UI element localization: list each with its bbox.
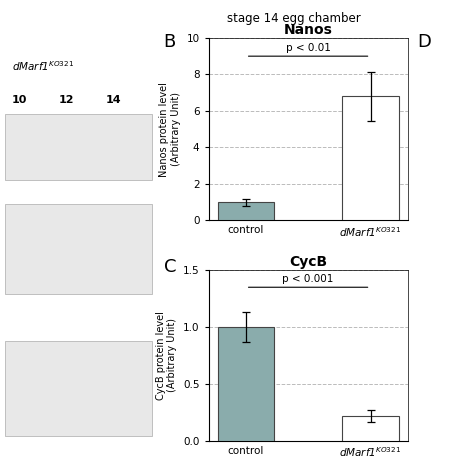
- Text: p < 0.001: p < 0.001: [283, 274, 334, 284]
- Text: B: B: [164, 33, 176, 51]
- Title: CycB: CycB: [289, 255, 327, 269]
- Bar: [218, 327, 274, 441]
- Text: 12: 12: [59, 94, 74, 105]
- Bar: [342, 96, 399, 220]
- Text: 10: 10: [11, 94, 27, 105]
- Text: stage 14 egg chamber: stage 14 egg chamber: [227, 12, 361, 25]
- Bar: [342, 416, 399, 441]
- Text: 14: 14: [106, 94, 121, 105]
- Y-axis label: Nanos protein level
(Arbitrary Unit): Nanos protein level (Arbitrary Unit): [159, 82, 181, 177]
- Text: D: D: [417, 33, 431, 51]
- Text: dMarf1$^{KO321}$: dMarf1$^{KO321}$: [11, 59, 74, 73]
- Text: C: C: [164, 258, 176, 276]
- Title: Nanos: Nanos: [283, 23, 333, 37]
- Bar: [218, 202, 274, 220]
- Text: p < 0.01: p < 0.01: [286, 43, 330, 53]
- Y-axis label: CycB protein level
(Arbitrary Unit): CycB protein level (Arbitrary Unit): [156, 311, 177, 400]
